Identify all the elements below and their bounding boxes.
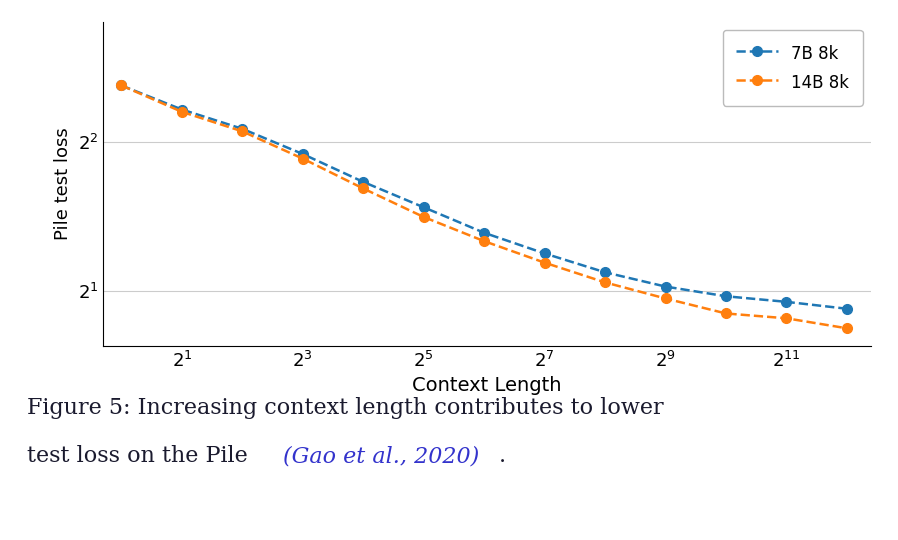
14B 8k — [237, 128, 248, 134]
7B 8k — [177, 106, 188, 113]
X-axis label: Context Length: Context Length — [412, 376, 562, 395]
14B 8k — [660, 295, 671, 302]
7B 8k — [841, 306, 852, 312]
14B 8k — [841, 325, 852, 332]
7B 8k — [357, 179, 368, 185]
7B 8k — [237, 126, 248, 132]
14B 8k — [418, 214, 429, 220]
7B 8k — [660, 284, 671, 290]
Line: 7B 8k: 7B 8k — [117, 80, 851, 314]
Legend: 7B 8k, 14B 8k: 7B 8k, 14B 8k — [723, 30, 863, 106]
14B 8k — [539, 259, 550, 266]
14B 8k — [781, 315, 792, 321]
7B 8k — [720, 293, 731, 300]
14B 8k — [297, 156, 308, 162]
7B 8k — [479, 230, 489, 236]
Y-axis label: Pile test loss: Pile test loss — [55, 127, 73, 240]
Text: (Gao et al., 2020): (Gao et al., 2020) — [283, 446, 480, 468]
7B 8k — [116, 82, 127, 89]
7B 8k — [781, 299, 792, 305]
14B 8k — [600, 279, 611, 286]
7B 8k — [600, 269, 611, 275]
Line: 14B 8k: 14B 8k — [117, 80, 851, 333]
14B 8k — [720, 310, 731, 316]
Text: Figure 5: Increasing context length contributes to lower: Figure 5: Increasing context length cont… — [27, 397, 664, 419]
14B 8k — [116, 82, 127, 89]
7B 8k — [418, 204, 429, 211]
7B 8k — [297, 151, 308, 157]
7B 8k — [539, 250, 550, 256]
Text: .: . — [498, 446, 506, 468]
Text: test loss on the Pile: test loss on the Pile — [27, 446, 255, 468]
14B 8k — [177, 109, 188, 115]
14B 8k — [479, 238, 489, 245]
14B 8k — [357, 185, 368, 192]
